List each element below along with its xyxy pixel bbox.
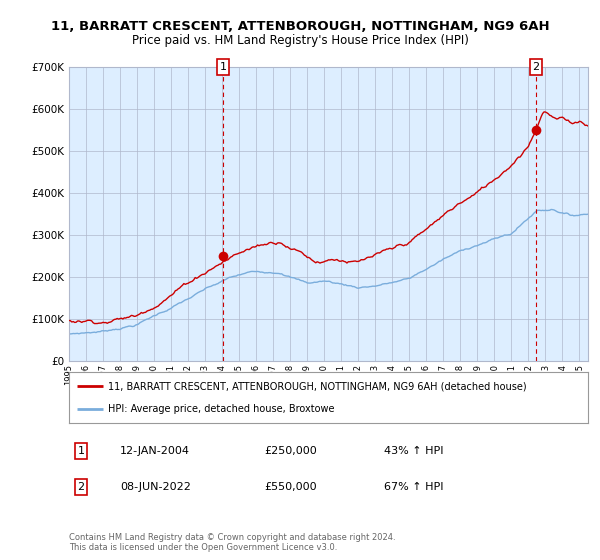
Text: 1: 1 xyxy=(220,62,226,72)
Text: £550,000: £550,000 xyxy=(264,482,317,492)
Text: 11, BARRATT CRESCENT, ATTENBOROUGH, NOTTINGHAM, NG9 6AH (detached house): 11, BARRATT CRESCENT, ATTENBOROUGH, NOTT… xyxy=(108,381,527,391)
Text: 11, BARRATT CRESCENT, ATTENBOROUGH, NOTTINGHAM, NG9 6AH: 11, BARRATT CRESCENT, ATTENBOROUGH, NOTT… xyxy=(50,20,550,32)
Text: £250,000: £250,000 xyxy=(264,446,317,456)
Text: 12-JAN-2004: 12-JAN-2004 xyxy=(120,446,190,456)
Text: 67% ↑ HPI: 67% ↑ HPI xyxy=(384,482,443,492)
Text: Price paid vs. HM Land Registry's House Price Index (HPI): Price paid vs. HM Land Registry's House … xyxy=(131,34,469,46)
Text: 08-JUN-2022: 08-JUN-2022 xyxy=(120,482,191,492)
Text: 1: 1 xyxy=(77,446,85,456)
Text: 2: 2 xyxy=(77,482,85,492)
Text: 2: 2 xyxy=(532,62,539,72)
Text: HPI: Average price, detached house, Broxtowe: HPI: Average price, detached house, Brox… xyxy=(108,404,334,414)
Text: 43% ↑ HPI: 43% ↑ HPI xyxy=(384,446,443,456)
Text: Contains HM Land Registry data © Crown copyright and database right 2024.: Contains HM Land Registry data © Crown c… xyxy=(69,533,395,542)
Text: This data is licensed under the Open Government Licence v3.0.: This data is licensed under the Open Gov… xyxy=(69,543,337,552)
